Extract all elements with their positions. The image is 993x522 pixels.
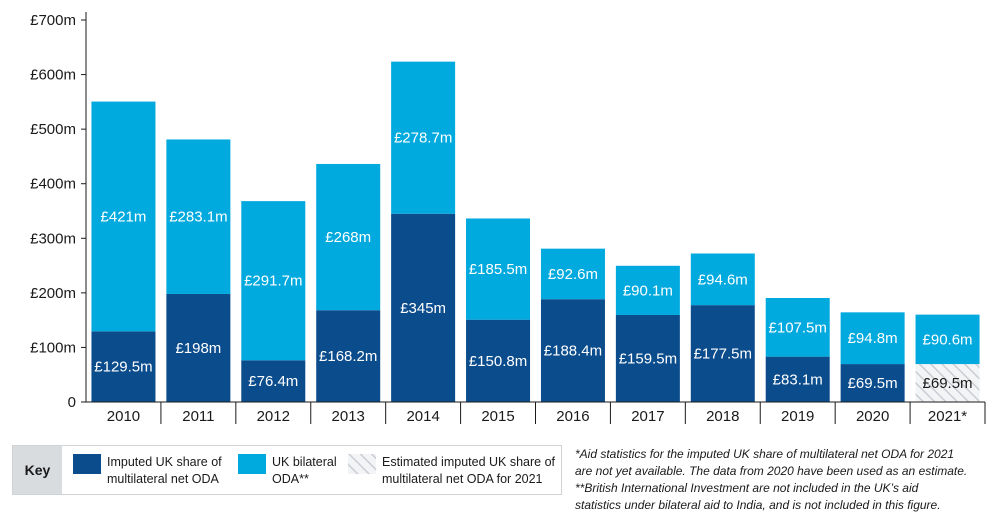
bar-segment-bilateral [391,61,456,214]
x-tick-label: 2014 [406,408,439,425]
data-label-imputed: £69.5m [848,375,898,392]
data-label-bilateral: £94.8m [848,330,898,347]
x-tick-label: 2018 [706,408,739,425]
y-tick-label: £400m [30,176,76,193]
data-label-bilateral: £278.7m [394,130,452,147]
bar-segment-estimated [915,364,980,402]
data-label-imputed: £198m [175,340,221,357]
data-label-imputed: £345m [400,300,446,317]
bar-segment-imputed [540,299,605,402]
y-tick-label: £200m [30,285,76,302]
bar-segment-bilateral [540,248,605,300]
y-tick-label: £100m [30,339,76,356]
x-tick-label: 2016 [556,408,589,425]
bar-segment-bilateral [840,312,905,365]
data-label-bilateral: £185.5m [469,261,527,278]
x-tick-label: 2017 [631,408,664,425]
bar-segment-imputed [91,331,156,402]
y-axis: 0 £100m £200m £300m £400m £500m £600m £700m [30,12,87,411]
data-label-imputed: £129.5m [94,359,152,376]
data-label-bilateral: £291.7m [244,273,302,290]
x-tick-label: 2010 [107,408,140,425]
stacked-bar-chart: 0 £100m £200m £300m £400m £500m £600m £700m £12… [30,12,986,425]
bar-segment-bilateral [615,265,680,315]
data-label-imputed: £150.8m [469,353,527,370]
data-label-bilateral: £94.6m [698,271,748,288]
legend-label-line: multilateral net ODA for 2021 [382,472,543,486]
footnote-line: *Aid statistics for the imputed UK share… [575,447,955,461]
data-label-imputed: £159.5m [619,350,677,367]
bar-segment-bilateral [166,139,231,294]
bar-segment-imputed [316,310,381,402]
data-label-imputed: £69.5m [923,375,973,392]
data-label-imputed: £76.4m [248,373,298,390]
bar-segment-bilateral [316,163,381,311]
bar-segment-imputed [615,314,680,402]
bar-segment-imputed [765,356,830,402]
data-label-bilateral: £107.5m [769,319,827,336]
x-axis: 2010 2011 2012 2013 2014 2015 2016 2017 2018 2019… [86,401,986,425]
bar-segment-imputed [466,319,531,402]
data-label-imputed: £188.4m [544,343,602,360]
footnotes: *Aid statistics for the imputed UK share… [575,446,987,514]
bar-segment-bilateral [241,201,306,361]
y-tick-label: £700m [30,12,76,29]
bar-segment-imputed [166,293,231,402]
bar-segment-bilateral [765,297,830,357]
data-label-imputed: £168.2m [319,348,377,365]
bar-segment-imputed [840,364,905,402]
bar-segment-imputed [391,213,456,402]
x-tick-label: 2013 [332,408,365,425]
legend-label-estimated: Estimated imputed UK share of multilater… [382,454,555,488]
y-tick-label: £500m [30,121,76,138]
legend-key: Key Imputed UK share of multilateral net… [12,445,562,495]
data-label-bilateral: £283.1m [169,209,227,226]
legend-swatch-dark-blue [73,454,101,474]
x-tick-label: 2020 [856,408,889,425]
x-tick-label: 2011 [182,408,214,425]
legend-label-line: multilateral net ODA [107,472,219,486]
bar-segment-imputed [241,360,306,402]
legend-label-bilateral: UK bilateral ODA** [272,454,337,488]
legend-item-bilateral: UK bilateral ODA** [238,454,337,488]
key-title: Key [13,446,62,494]
legend-label-line: ODA** [272,472,309,486]
y-tick-label: £600m [30,67,76,84]
data-label-imputed: £83.1m [773,371,823,388]
legend-item-imputed: Imputed UK share of multilateral net ODA [73,454,222,488]
data-label-imputed: £177.5m [694,346,752,363]
footnote-line: statistics under bilateral aid to India,… [575,498,941,512]
data-label-bilateral: £268m [325,229,371,246]
bar-segment-bilateral [690,253,755,306]
bars: £129.5m £421m £198m £283.1m £76.4m £291.7m £16… [91,61,980,402]
footnote-line: are not yet available. The data from 202… [575,464,968,478]
y-tick-label: £300m [30,230,76,247]
legend-item-estimated: Estimated imputed UK share of multilater… [348,454,555,488]
y-tick-label: 0 [68,394,76,411]
x-tick-label: 2019 [781,408,814,425]
legend-label-line: Imputed UK share of [107,455,222,469]
legend-label-imputed: Imputed UK share of multilateral net ODA [107,454,222,488]
data-label-bilateral: £92.6m [548,266,598,283]
bar-segment-bilateral [915,314,980,365]
bar-segment-bilateral [91,101,156,332]
footnote-line: **British International Investment are n… [575,481,919,495]
data-label-bilateral: £90.1m [623,282,673,299]
bar-segment-imputed [690,305,755,402]
legend-swatch-hatched [348,454,376,474]
legend-swatch-light-blue [238,454,266,474]
x-tick-label: 2012 [257,408,290,425]
data-label-bilateral: £90.6m [923,331,973,348]
x-tick-label: 2021* [928,408,967,425]
legend-label-line: UK bilateral [272,455,337,469]
x-tick-label: 2015 [481,408,514,425]
data-label-bilateral: £421m [101,208,147,225]
legend-label-line: Estimated imputed UK share of [382,455,555,469]
bar-segment-bilateral [466,218,531,320]
